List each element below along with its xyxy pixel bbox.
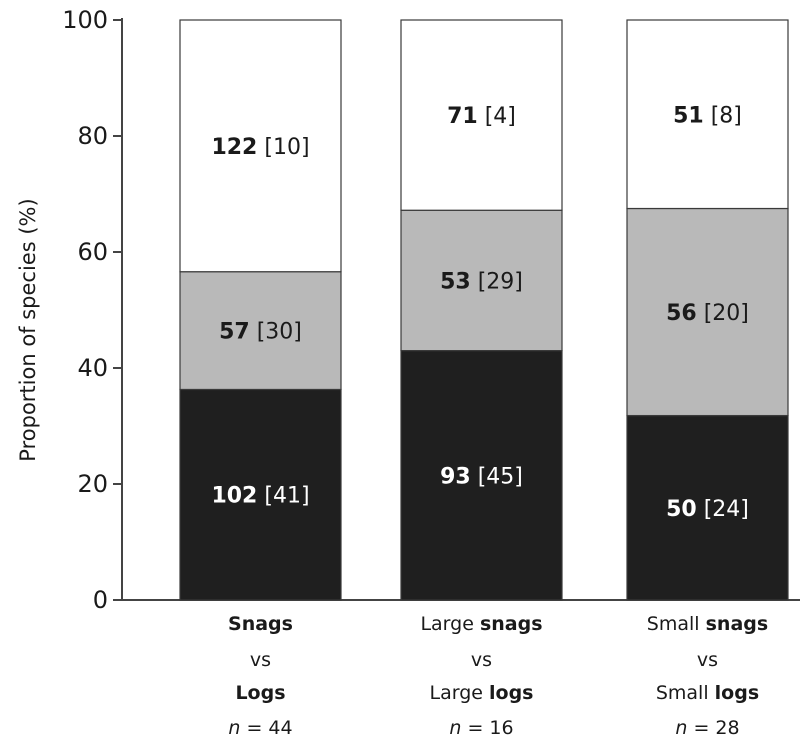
data-label: 93 [45] (440, 464, 523, 489)
data-label-space (471, 269, 478, 294)
y-tick-label: 20 (77, 470, 108, 498)
data-label-bracket: [41] (264, 484, 309, 509)
x-category-label: vs (471, 649, 492, 671)
x-category-label-part: Large (430, 682, 490, 704)
x-category-label-part: Small (656, 682, 715, 704)
data-label-count: 50 (666, 497, 697, 522)
x-category-label-part: logs (715, 682, 759, 704)
data-label-count: 122 (211, 135, 257, 160)
x-category-label-part: snags (706, 613, 769, 635)
x-category-label: Large snags (420, 613, 542, 635)
x-category-label-part: logs (489, 682, 533, 704)
y-tick-label: 40 (77, 354, 108, 382)
data-label-space (697, 497, 704, 522)
x-category-label-part: snags (480, 613, 543, 635)
data-label-space (471, 464, 478, 489)
x-category-label-part: vs (697, 649, 718, 671)
x-category-label-part: vs (471, 649, 492, 671)
data-label-space (257, 484, 264, 509)
x-category-label-part: vs (250, 649, 271, 671)
data-label-count: 53 (440, 269, 471, 294)
data-label-bracket: [45] (478, 464, 523, 489)
data-label-space (250, 320, 257, 345)
bar-segment-bottom (179, 388, 342, 601)
bar-segment-middle (626, 207, 789, 417)
data-label-space (257, 135, 264, 160)
bar-segment-top (179, 19, 342, 273)
data-label-bracket: [8] (711, 103, 742, 128)
data-label-bracket: [4] (485, 104, 516, 129)
data-label: 57 [30] (219, 320, 302, 345)
data-label-space (704, 103, 711, 128)
data-label-bracket: [10] (264, 135, 309, 160)
sample-size-label: n = 28 (675, 717, 739, 739)
bar-segment-middle (179, 271, 342, 391)
data-label-count: 93 (440, 464, 471, 489)
sample-size-n: n (449, 717, 461, 739)
data-label-bracket: [24] (704, 497, 749, 522)
data-label-space (697, 301, 704, 326)
data-label-count: 51 (673, 103, 704, 128)
sample-size-label: n = 16 (449, 717, 513, 739)
x-category-label-part: Large (420, 613, 480, 635)
x-category-label: vs (697, 649, 718, 671)
data-label: 51 [8] (673, 103, 742, 128)
data-label-bracket: [30] (257, 320, 302, 345)
data-label-count: 102 (211, 484, 257, 509)
sample-size-label: n = 44 (228, 717, 292, 739)
data-label: 53 [29] (440, 269, 523, 294)
sample-size-value: = 28 (693, 717, 739, 739)
data-label: 50 [24] (666, 497, 749, 522)
data-label: 122 [10] (211, 135, 309, 160)
sample-size-n: n (675, 717, 687, 739)
bar-segment-top (400, 19, 563, 211)
y-tick-label: 100 (62, 6, 108, 34)
y-tick-label: 80 (77, 122, 108, 150)
x-category-label: Small snags (647, 613, 768, 635)
data-label-space (478, 104, 485, 129)
data-label-count: 57 (219, 320, 250, 345)
x-category-label: Small logs (656, 682, 759, 704)
sample-size-value: = 16 (467, 717, 513, 739)
x-category-label: vs (250, 649, 271, 671)
y-axis-label: Proportion of species (%) (16, 198, 40, 461)
data-label: 71 [4] (447, 104, 516, 129)
x-category-label: Logs (235, 682, 285, 704)
bar-segment-bottom (400, 350, 563, 601)
data-label: 56 [20] (666, 301, 749, 326)
x-category-label-part: Snags (228, 613, 293, 635)
data-label: 102 [41] (211, 484, 309, 509)
data-label-bracket: [20] (704, 301, 749, 326)
bar-segment-top (626, 19, 789, 210)
sample-size-n: n (228, 717, 240, 739)
x-category-label: Snags (228, 613, 293, 635)
data-label-bracket: [29] (478, 269, 523, 294)
data-label-count: 56 (666, 301, 697, 326)
x-category-label: Large logs (430, 682, 534, 704)
sample-size-value: = 44 (246, 717, 292, 739)
bar-segment-middle (400, 209, 563, 352)
x-category-label-part: Small (647, 613, 706, 635)
data-label-count: 71 (447, 104, 478, 129)
x-category-label-part: Logs (235, 682, 285, 704)
y-tick-label: 0 (93, 586, 108, 614)
y-tick-label: 60 (77, 238, 108, 266)
